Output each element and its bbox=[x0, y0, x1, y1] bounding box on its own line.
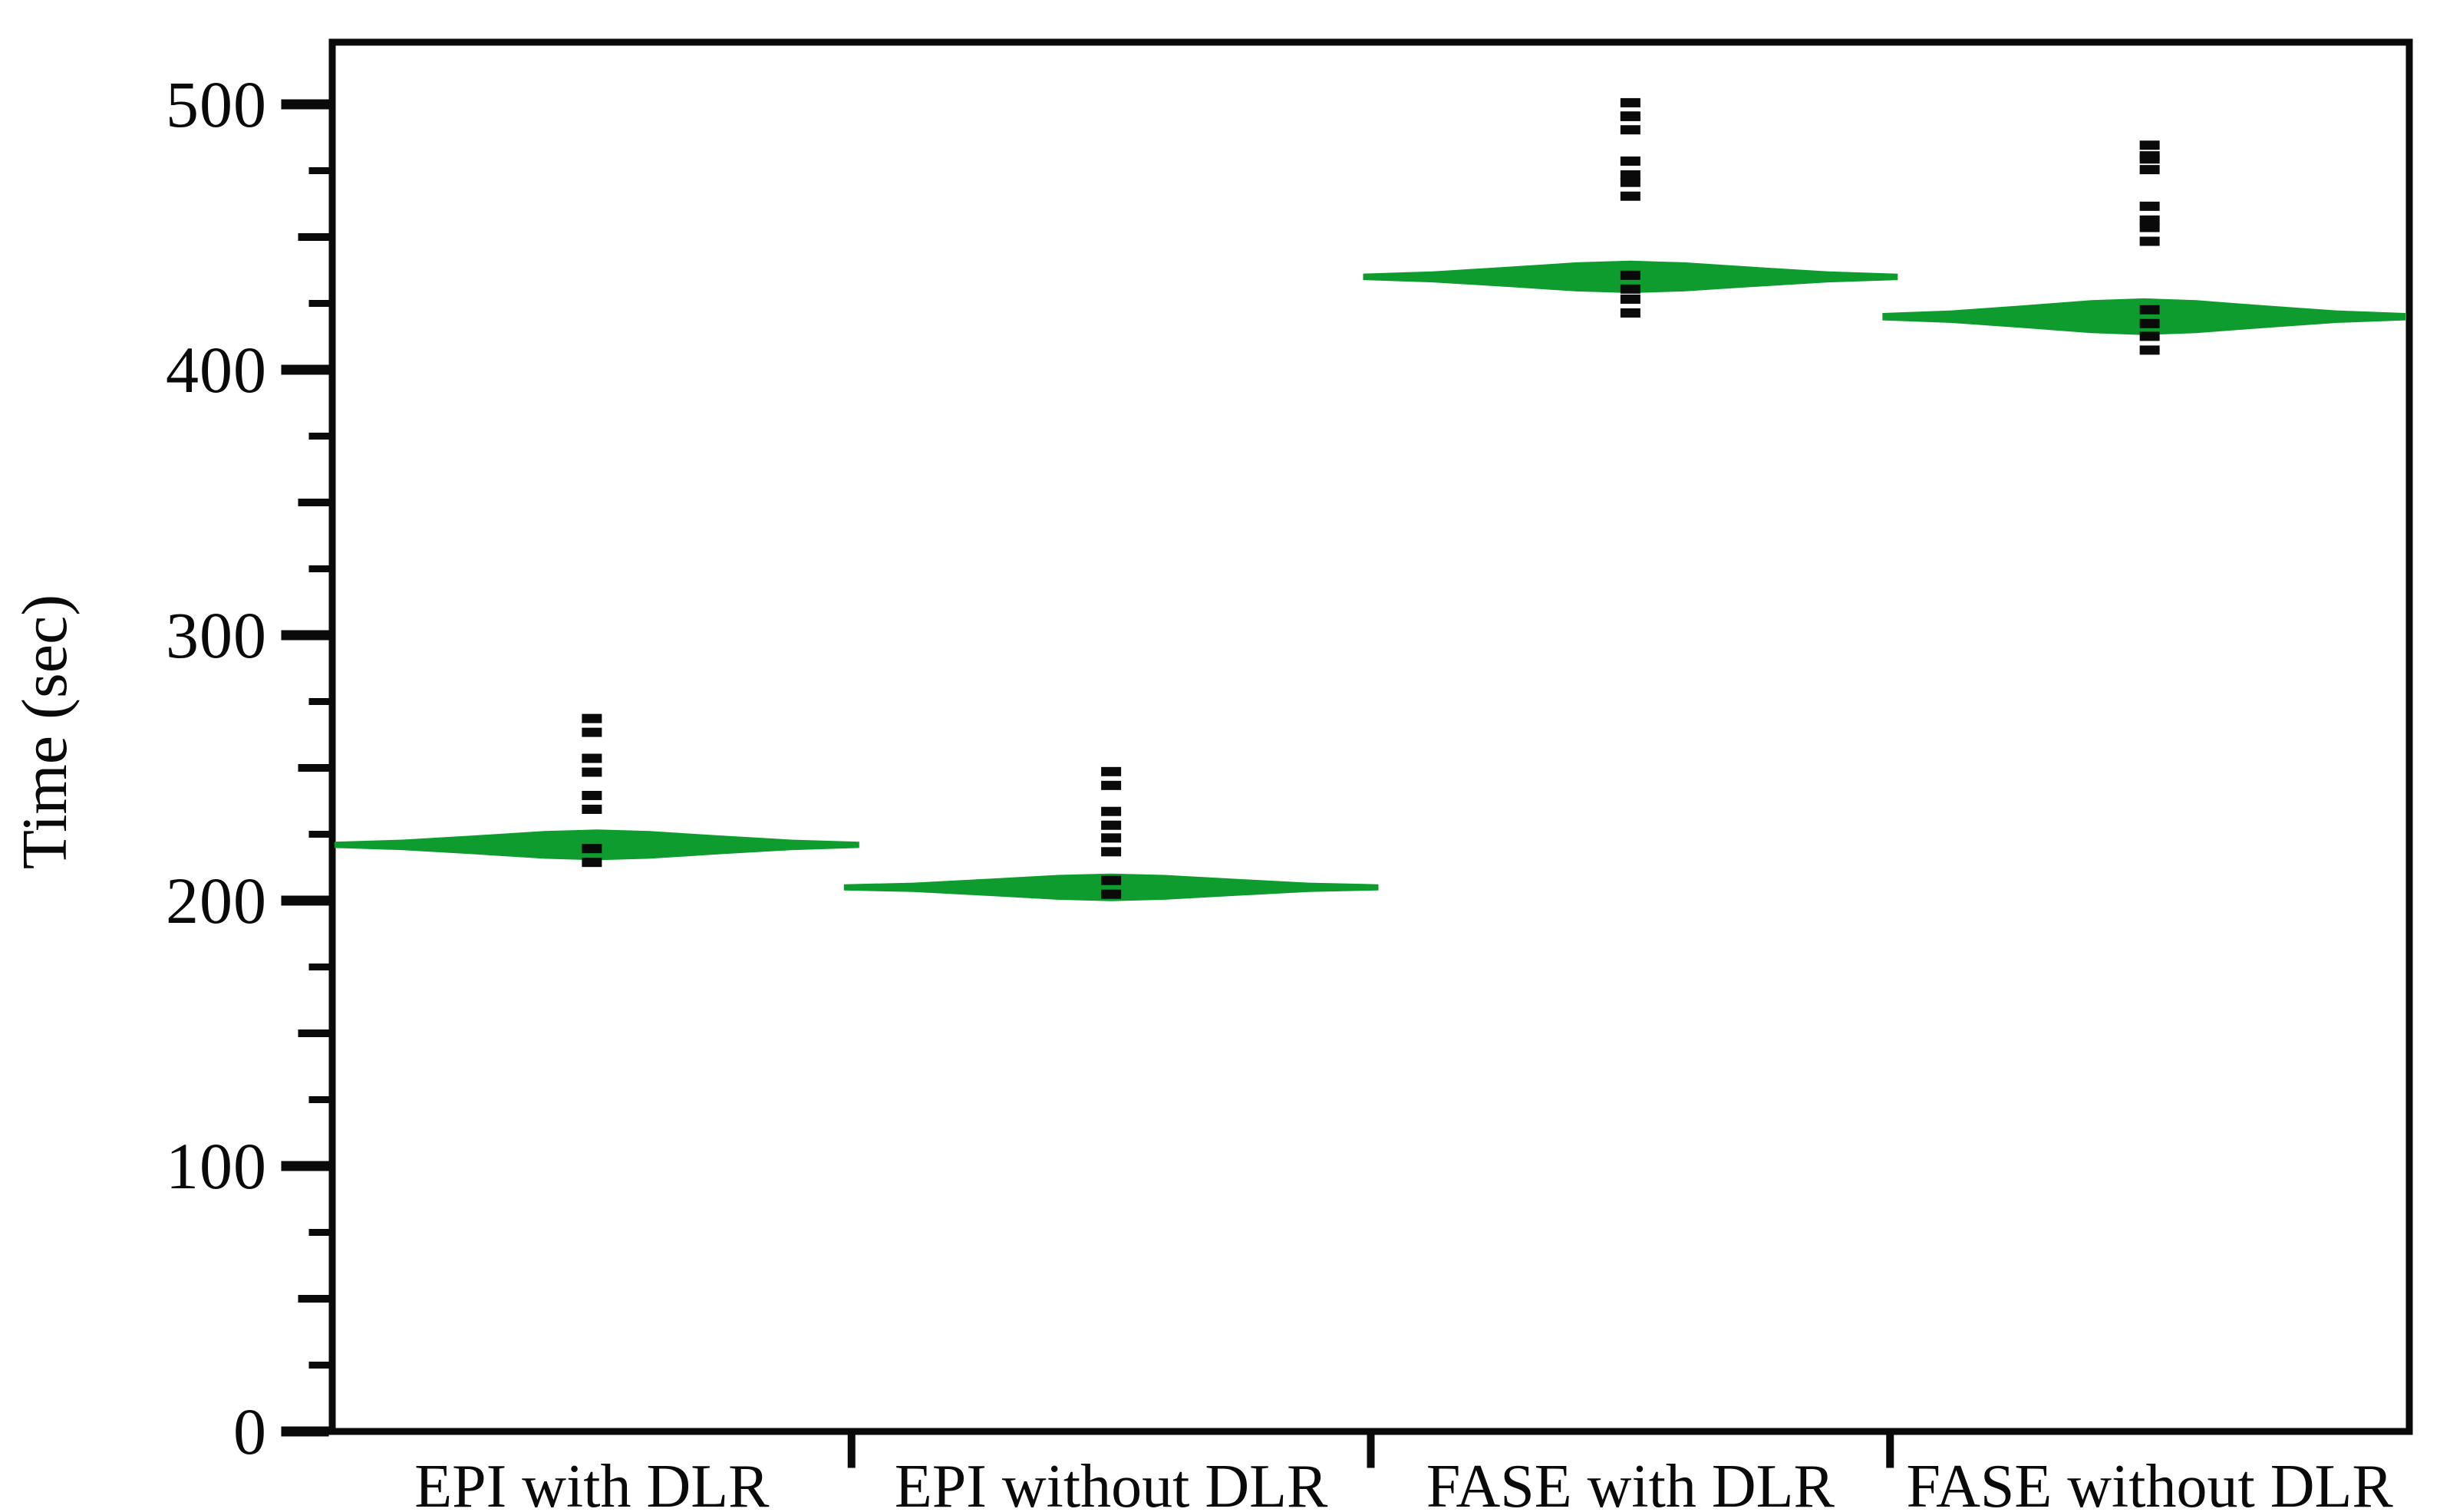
data-point bbox=[2139, 331, 2160, 355]
y-axis-minor-tick bbox=[308, 831, 329, 838]
data-point bbox=[1620, 177, 1640, 201]
y-axis-minor-tick bbox=[298, 764, 329, 772]
y-tick-label: 200 bbox=[166, 864, 267, 937]
data-point bbox=[1620, 156, 1640, 180]
y-tick-label: 300 bbox=[166, 598, 267, 672]
data-point bbox=[2139, 201, 2160, 225]
data-point bbox=[1101, 875, 1122, 899]
violin-epi-without-dlr bbox=[843, 873, 1379, 901]
data-point bbox=[1620, 111, 1640, 135]
data-point bbox=[1101, 833, 1122, 857]
x-category-label: EPI without DLR bbox=[894, 1453, 1328, 1512]
x-axis-divider-tick bbox=[1886, 1428, 1894, 1468]
data-point bbox=[582, 790, 602, 814]
data-point bbox=[1101, 806, 1122, 830]
y-axis-major-tick bbox=[281, 630, 329, 641]
y-tick-label: 400 bbox=[166, 333, 267, 407]
data-point bbox=[2139, 151, 2160, 175]
y-tick-label: 100 bbox=[166, 1129, 267, 1203]
y-tick-label: 0 bbox=[233, 1395, 267, 1468]
y-axis-minor-tick bbox=[308, 300, 329, 307]
x-category-label: FASE without DLR bbox=[1906, 1453, 2393, 1512]
y-axis-minor-tick bbox=[298, 1029, 329, 1037]
data-point bbox=[1620, 270, 1640, 294]
data-point bbox=[582, 753, 602, 777]
y-axis-minor-tick bbox=[298, 233, 329, 241]
y-axis-minor-tick bbox=[308, 565, 329, 572]
data-point bbox=[2139, 222, 2160, 246]
y-axis-minor-tick bbox=[308, 433, 329, 440]
x-axis-divider-tick bbox=[847, 1428, 856, 1468]
data-point bbox=[1620, 294, 1640, 318]
y-axis-minor-tick bbox=[308, 1096, 329, 1103]
y-axis-minor-tick bbox=[308, 1229, 329, 1236]
y-axis-major-tick bbox=[281, 1161, 329, 1171]
x-category-label: EPI with DLR bbox=[414, 1453, 770, 1512]
x-axis-divider-tick bbox=[1367, 1428, 1375, 1468]
violin-fase-without-dlr bbox=[1882, 298, 2405, 335]
y-axis-minor-tick bbox=[298, 499, 329, 506]
y-axis-major-tick bbox=[281, 895, 329, 906]
plot-frame bbox=[328, 38, 2413, 1435]
data-point bbox=[582, 713, 602, 737]
x-category-label: FASE with DLR bbox=[1426, 1453, 1835, 1512]
data-point bbox=[1101, 766, 1122, 790]
y-axis-minor-tick bbox=[308, 698, 329, 705]
data-point bbox=[2139, 305, 2160, 328]
y-axis-minor-tick bbox=[308, 1362, 329, 1369]
y-axis-major-tick bbox=[281, 1426, 329, 1437]
y-tick-label: 500 bbox=[166, 68, 267, 141]
y-axis-minor-tick bbox=[298, 1295, 329, 1303]
data-point bbox=[582, 844, 602, 868]
y-axis-minor-tick bbox=[308, 964, 329, 970]
y-axis-major-tick bbox=[281, 364, 329, 375]
y-axis-minor-tick bbox=[308, 167, 329, 174]
y-axis-major-tick bbox=[281, 99, 329, 110]
